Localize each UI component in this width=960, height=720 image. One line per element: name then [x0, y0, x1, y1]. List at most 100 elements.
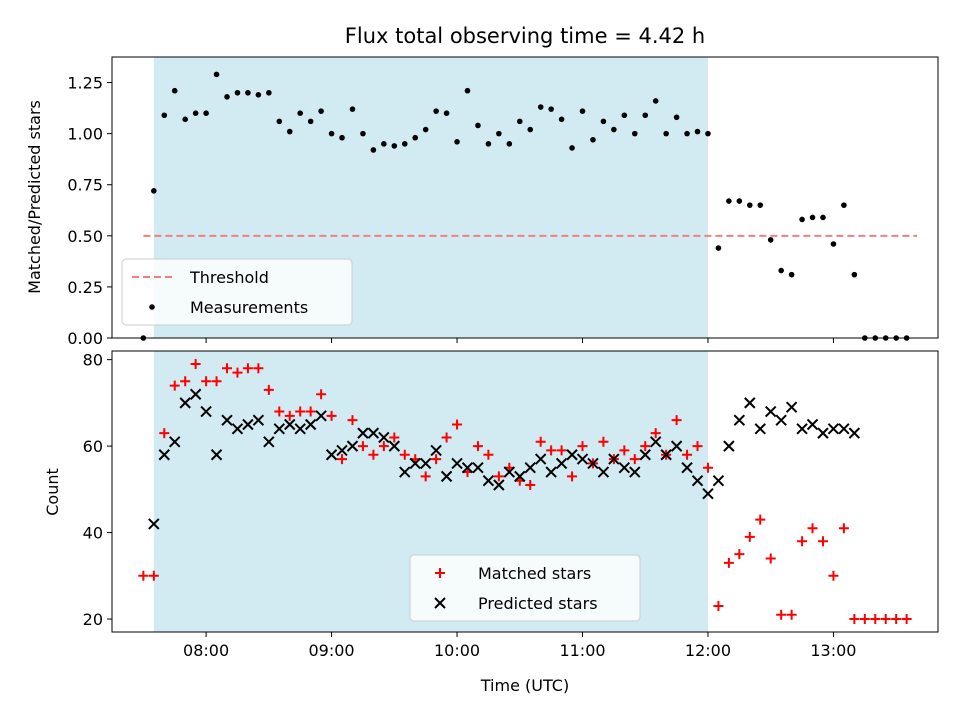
top-y-tick-label: 0.00 — [67, 329, 103, 348]
predicted-stars-point — [817, 427, 829, 439]
measurement-point — [401, 141, 408, 147]
predicted-stars-point — [231, 423, 244, 435]
matched-stars-point — [337, 454, 348, 465]
predicted-stars-point — [242, 418, 254, 431]
measurement-point — [485, 141, 492, 147]
predicted-stars-point — [263, 436, 275, 448]
bottom-y-tick-label: 20 — [83, 610, 103, 629]
predicted-stars-point — [304, 418, 317, 431]
matched-stars-point — [598, 436, 609, 447]
measurement-point — [736, 198, 743, 204]
measurement-point — [611, 126, 617, 133]
top-series-1 — [140, 71, 910, 341]
measurement-point — [328, 130, 335, 137]
predicted-stars-point — [587, 457, 599, 470]
matched-stars-point — [650, 428, 661, 439]
matched-stars-point — [169, 380, 180, 391]
matched-stars-point — [295, 406, 306, 417]
predicted-stars-point — [649, 436, 662, 448]
top-y-tick-label: 0.25 — [67, 278, 103, 297]
top-legend-box — [121, 258, 353, 326]
matched-stars-point — [420, 471, 431, 482]
predicted-stars-point — [378, 431, 390, 444]
top-y-axis-label: Matched/Predicted stars — [25, 100, 44, 294]
bottom-legend: Matched stars Predicted stars — [409, 554, 641, 622]
measurement-point — [527, 126, 534, 133]
measurement-point — [203, 110, 209, 116]
predicted-stars-point — [618, 462, 631, 474]
matched-stars-point — [786, 609, 797, 620]
measurement-point — [161, 112, 168, 119]
matched-stars-point — [838, 523, 849, 534]
matched-stars-point — [263, 384, 274, 395]
measurement-point — [151, 188, 157, 194]
measurement-point — [266, 89, 272, 96]
matched-stars-point — [378, 441, 389, 452]
predicted-stars-point — [545, 466, 557, 478]
matched-stars-point — [807, 523, 818, 534]
matched-stars-point — [640, 441, 651, 452]
matched-stars-point — [148, 570, 159, 581]
matched-stars-point — [452, 419, 463, 430]
measurement-point — [537, 104, 544, 110]
matched-stars-point — [389, 432, 400, 443]
matched-stars-point — [222, 363, 233, 374]
predicted-stars-point — [723, 440, 735, 452]
top-y-tick-label: 0.50 — [67, 227, 103, 246]
measurement-point — [349, 106, 356, 112]
matched-stars-point — [242, 363, 253, 374]
chart-title: Flux total observing time = 4.42 h — [345, 24, 705, 48]
matched-stars-point — [671, 415, 682, 426]
top-axes-frame — [111, 56, 939, 339]
predicted-stars-point — [566, 449, 578, 461]
predicted-stars-point — [440, 470, 453, 483]
bottom-axes-frame — [111, 350, 939, 633]
predicted-stars-point — [534, 453, 547, 465]
measurement-point — [767, 237, 774, 243]
top-y-tick-label: 1.00 — [67, 125, 103, 144]
predicted-stars-point — [451, 457, 463, 470]
matched-stars-point — [776, 609, 787, 620]
predicted-stars-point — [848, 427, 861, 439]
predicted-stars-point — [252, 414, 265, 426]
measurement-point — [224, 94, 230, 100]
measurement-point — [590, 136, 596, 143]
predicted-stars-point — [158, 449, 170, 461]
predicted-stars-point — [733, 414, 746, 426]
legend-matched-swatch — [435, 568, 445, 578]
measurement-point — [851, 271, 858, 278]
measurement-point — [297, 110, 304, 116]
measurement-point — [412, 134, 419, 141]
matched-stars-point — [880, 614, 891, 625]
bottom-y-tick-label: 40 — [83, 524, 103, 543]
predicted-stars-point — [597, 466, 610, 478]
matched-stars-point — [901, 614, 912, 625]
predicted-stars-point — [221, 414, 233, 426]
matched-stars-point — [682, 449, 693, 460]
bottom-x-tick-label: 09:00 — [309, 641, 355, 660]
measurement-point — [516, 118, 523, 125]
measurement-point — [360, 130, 366, 137]
matched-stars-point — [713, 601, 724, 612]
matched-stars-point — [744, 531, 755, 542]
predicted-stars-point — [273, 423, 285, 435]
matched-stars-point — [368, 449, 379, 460]
bottom-y-tick-label: 80 — [83, 351, 103, 370]
matched-stars-point — [891, 614, 902, 625]
predicted-stars-point — [503, 466, 516, 478]
measurement-point — [234, 89, 241, 96]
matched-stars-point — [870, 614, 881, 625]
legend-measurements-swatch — [149, 304, 155, 310]
bottom-x-tick-label: 11:00 — [559, 641, 605, 660]
matched-stars-point — [274, 406, 285, 417]
measurement-point — [213, 71, 220, 78]
matched-stars-point — [629, 454, 640, 465]
measurement-point — [464, 87, 471, 94]
measurement-point — [799, 216, 805, 223]
matched-stars-point — [472, 441, 483, 452]
matched-stars-point — [817, 536, 828, 547]
predicted-stars-point — [555, 457, 568, 470]
measurement-point — [579, 108, 586, 114]
predicted-stars-point — [660, 449, 672, 461]
matched-stars-point — [702, 462, 713, 473]
